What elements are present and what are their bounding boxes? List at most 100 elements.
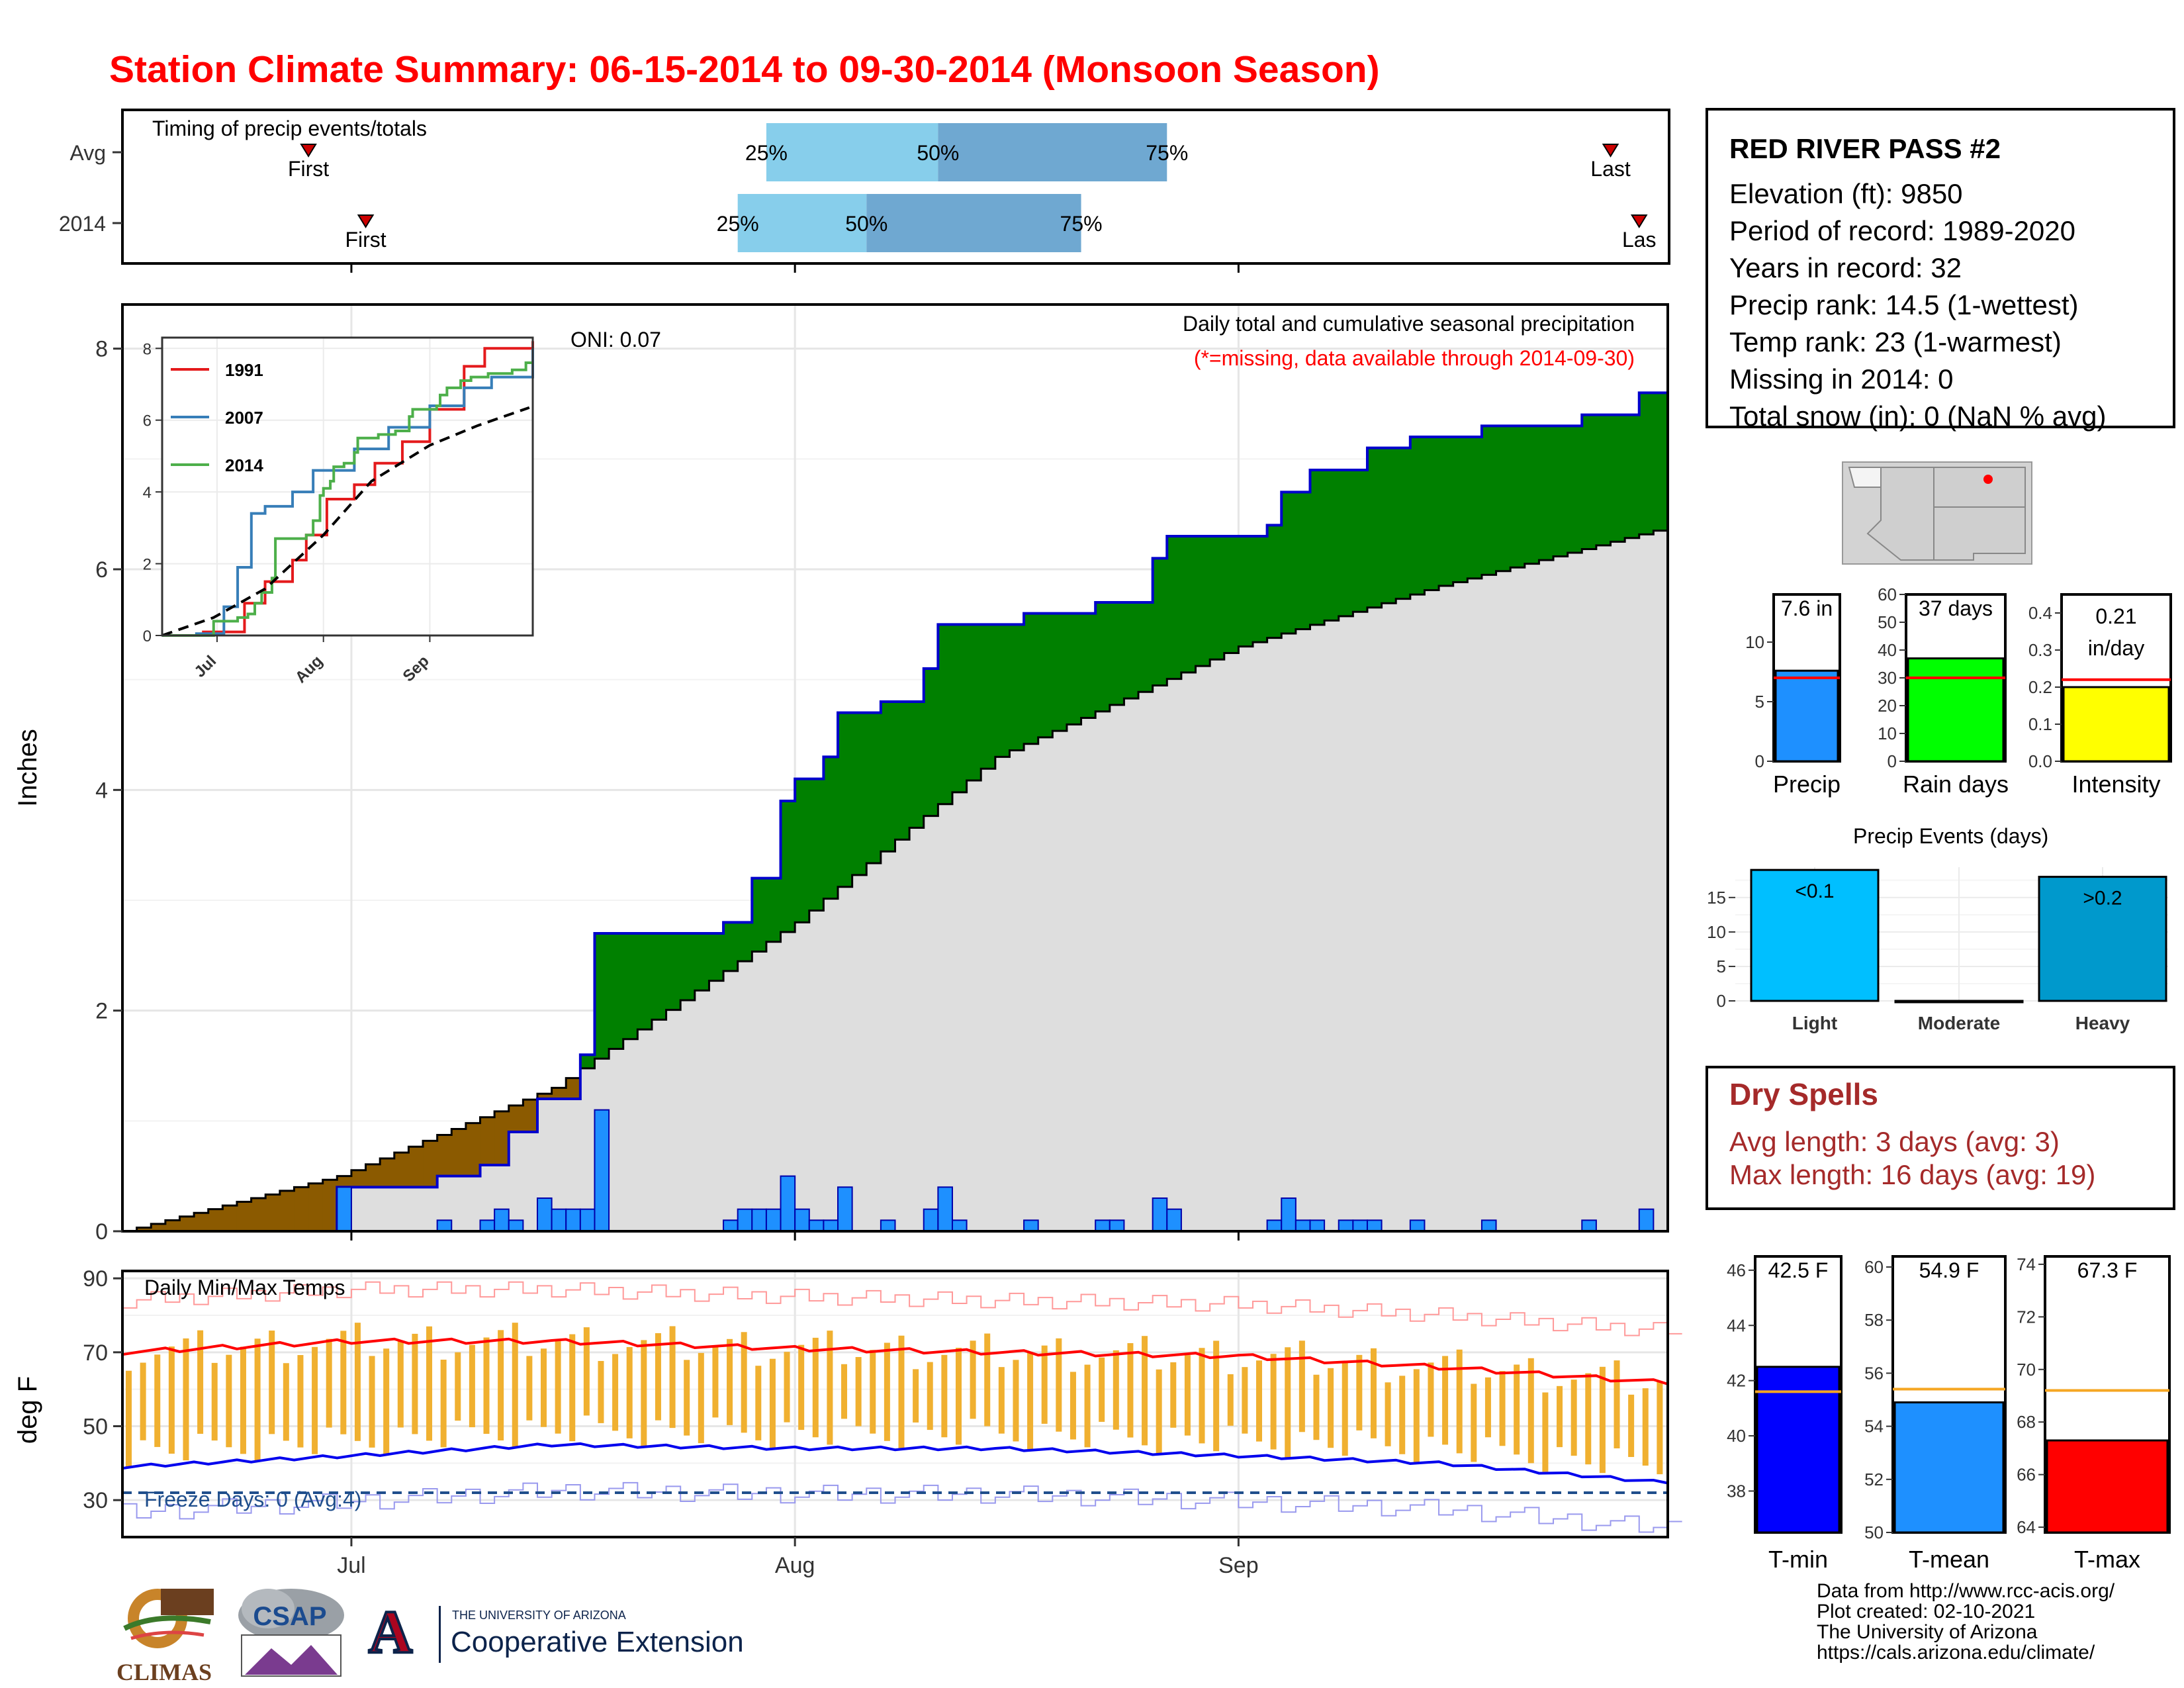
summary-bar bbox=[1774, 669, 1839, 763]
events-y-tick-label: 0 bbox=[1717, 991, 1726, 1011]
deficit-area bbox=[551, 1088, 567, 1099]
deficit-area bbox=[151, 1223, 166, 1231]
surplus-area bbox=[651, 933, 667, 1020]
deficit-area bbox=[494, 1111, 510, 1165]
surplus-area bbox=[1610, 414, 1625, 542]
daily-temp-range-bar bbox=[998, 1367, 1005, 1434]
temp-y-tick-label: 42 bbox=[1727, 1371, 1746, 1391]
footer-line: https://cals.arizona.edu/climate/ bbox=[1817, 1642, 2095, 1664]
deficit-area bbox=[451, 1129, 467, 1176]
inset-legend-label: 2014 bbox=[225, 455, 263, 475]
climas-wordmark: CLIMAS bbox=[116, 1659, 212, 1685]
daily-precip-bar bbox=[823, 1219, 839, 1233]
station-name: RED RIVER PASS #2 bbox=[1729, 133, 2001, 164]
daily-temp-range-bar bbox=[641, 1340, 647, 1446]
surplus-area bbox=[1381, 447, 1396, 604]
daily-temp-range-bar bbox=[283, 1363, 289, 1441]
daily-precip-bar bbox=[880, 1219, 896, 1233]
daily-precip-bar bbox=[1281, 1197, 1297, 1232]
surplus-area bbox=[1295, 492, 1311, 630]
surplus-area bbox=[1481, 426, 1497, 575]
daily-temp-range-bar bbox=[326, 1338, 332, 1428]
daily-temp-range-bar bbox=[526, 1356, 533, 1421]
surplus-area bbox=[809, 778, 824, 911]
surplus-area bbox=[1253, 536, 1268, 643]
surplus-area bbox=[952, 624, 968, 792]
surplus-area bbox=[1582, 414, 1597, 549]
daily-temp-range-bar bbox=[197, 1330, 204, 1434]
station-info-line: Elevation (ft): 9850 bbox=[1729, 178, 1963, 209]
deficit-area bbox=[380, 1158, 395, 1188]
avg-min-temp-line bbox=[122, 1442, 1668, 1485]
daily-temp-range-bar bbox=[1471, 1383, 1477, 1462]
surplus-area bbox=[1281, 492, 1297, 634]
daily-temp-range-bar bbox=[211, 1362, 218, 1441]
chart-annotation: Daily total and cumulative seasonal prec… bbox=[1183, 312, 1635, 336]
timing-row-label: Avg bbox=[69, 141, 106, 165]
daily-temp-range-bar bbox=[1570, 1380, 1577, 1456]
daily-temp-range-bar bbox=[369, 1356, 375, 1448]
y-tick-label: 50 bbox=[83, 1415, 108, 1440]
ua-extension-logo: A THE UNIVERSITY OF ARIZONA Cooperative … bbox=[361, 1600, 745, 1675]
event-bar-inner-label: >0.2 bbox=[2083, 888, 2122, 910]
daily-precip-bar bbox=[579, 1208, 596, 1232]
inset-y-tick-label: 4 bbox=[143, 484, 152, 502]
first-marker-icon bbox=[357, 214, 375, 228]
page-title: Station Climate Summary: 06-15-2014 to 0… bbox=[109, 48, 1380, 91]
daily-precip-bar bbox=[1109, 1219, 1125, 1233]
surplus-area bbox=[1267, 525, 1282, 638]
event-bar-label: Light bbox=[1792, 1013, 1837, 1033]
surplus-area bbox=[1167, 536, 1182, 679]
surplus-area bbox=[866, 712, 882, 864]
deficit-area bbox=[365, 1164, 381, 1188]
temp-y-tick-label: 54 bbox=[1864, 1417, 1884, 1436]
daily-temp-range-bar bbox=[440, 1360, 447, 1448]
deficit-area bbox=[279, 1190, 295, 1231]
daily-temp-range-bar bbox=[1170, 1362, 1177, 1428]
daily-temp-range-bar bbox=[727, 1338, 733, 1425]
deficit-area bbox=[508, 1105, 523, 1132]
daily-temp-range-bar bbox=[397, 1341, 404, 1428]
daily-precip-bar bbox=[1152, 1197, 1168, 1232]
y-tick-label: 70 bbox=[83, 1340, 108, 1366]
surplus-area bbox=[823, 757, 839, 899]
dry-spells-avg: Avg length: 3 days (avg: 3) bbox=[1729, 1126, 2060, 1157]
deficit-area bbox=[423, 1141, 438, 1188]
daily-temp-range-bar bbox=[984, 1333, 991, 1427]
surplus-area bbox=[1124, 602, 1139, 699]
daily-temp-range-bar bbox=[1056, 1338, 1062, 1432]
ua-name: THE UNIVERSITY OF ARIZONA bbox=[452, 1609, 626, 1622]
daily-temp-range-bar bbox=[1084, 1364, 1091, 1448]
daily-temp-range-bar bbox=[254, 1338, 261, 1461]
daily-temp-range-bar bbox=[812, 1337, 819, 1438]
surplus-area bbox=[1210, 536, 1225, 660]
timing-q25-label: 25% bbox=[745, 141, 788, 165]
deficit-area bbox=[523, 1100, 538, 1132]
summary-value-unit: in/day bbox=[2088, 636, 2144, 660]
surplus-area bbox=[995, 624, 1011, 757]
station-info-line: Years in record: 32 bbox=[1729, 252, 1962, 283]
x-tick-label: Sep bbox=[1218, 1553, 1259, 1578]
first-label: First bbox=[288, 157, 329, 181]
average-cumulative-line bbox=[122, 530, 1668, 1233]
daily-temp-range-bar bbox=[884, 1342, 890, 1441]
surplus-area bbox=[1367, 447, 1383, 608]
surplus-area bbox=[623, 933, 638, 1039]
daily-precip-bar bbox=[436, 1219, 453, 1233]
daily-temp-range-bar bbox=[1456, 1349, 1463, 1454]
timing-label: Timing of precip events/totals bbox=[152, 117, 427, 140]
climas-logo: CLIMAS bbox=[111, 1582, 217, 1685]
daily-temp-range-bar bbox=[755, 1366, 762, 1440]
temp-value-label: 42.5 F bbox=[1768, 1258, 1829, 1282]
daily-temp-range-bar bbox=[412, 1333, 418, 1434]
temp-y-tick-label: 74 bbox=[2017, 1254, 2036, 1274]
summary-bar-label: Rain days bbox=[1903, 771, 2009, 798]
daily-precip-bar bbox=[1095, 1219, 1111, 1233]
daily-temp-range-bar bbox=[1256, 1360, 1263, 1442]
daily-temp-range-bar bbox=[841, 1364, 848, 1419]
surplus-area bbox=[752, 878, 767, 952]
inset-y-tick-label: 0 bbox=[143, 628, 152, 645]
deficit-area bbox=[566, 1078, 581, 1099]
temp-y-tick-label: 68 bbox=[2017, 1412, 2036, 1432]
last-marker-icon bbox=[1602, 144, 1619, 158]
